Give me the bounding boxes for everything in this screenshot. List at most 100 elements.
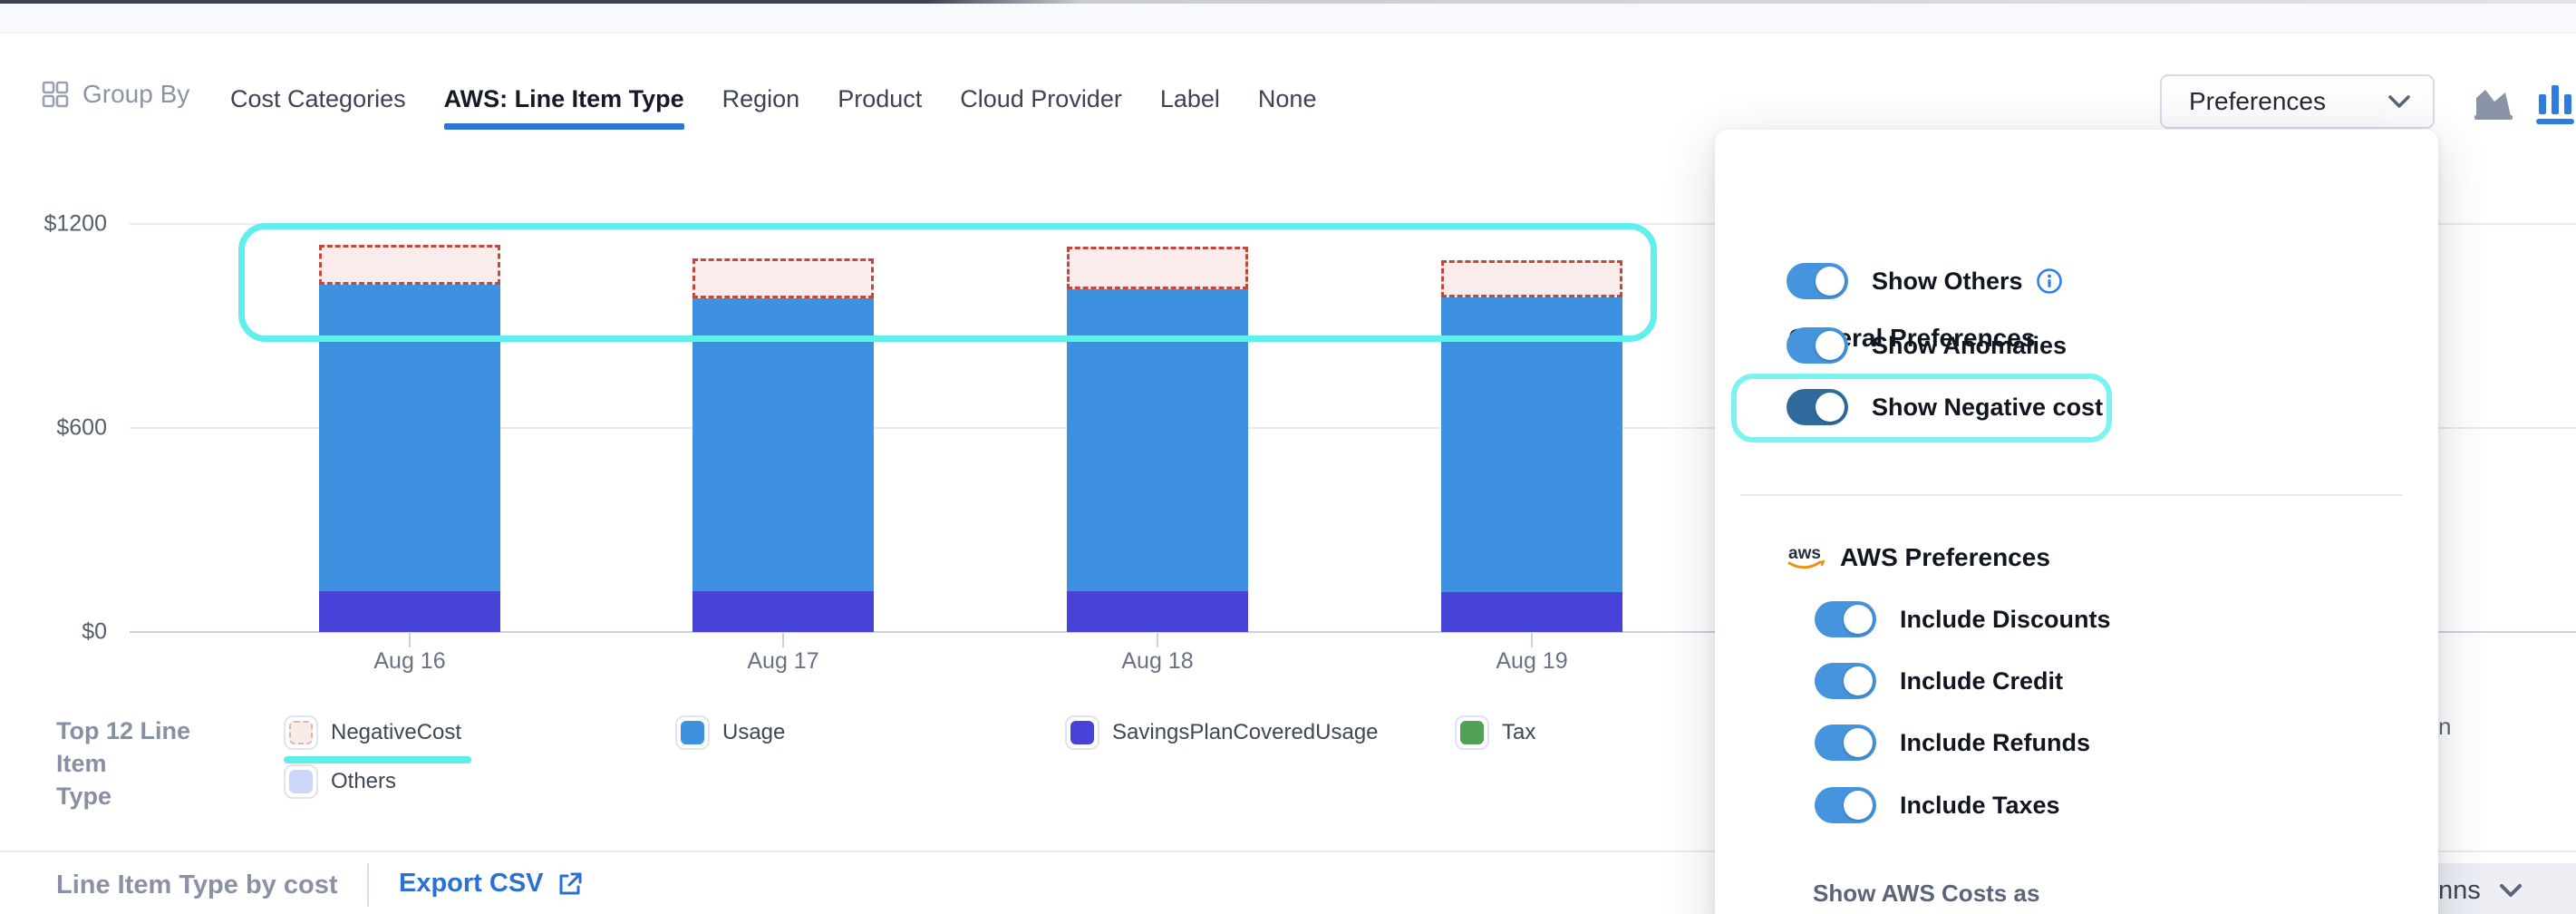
y-axis-label: $0	[82, 618, 107, 645]
grid-icon	[42, 81, 69, 108]
gridline-600	[130, 427, 2576, 429]
bar-aug-17-negativecost[interactable]	[692, 258, 874, 298]
chart-type-switcher	[2473, 82, 2576, 125]
columns-partial-label: nns	[2438, 875, 2481, 905]
tab-product[interactable]: Product	[838, 84, 923, 112]
legend-partial-label: n	[2438, 713, 2452, 740]
bar-aug-16-usage[interactable]	[319, 285, 500, 591]
tab-region[interactable]: Region	[721, 84, 800, 112]
window-top-edge	[0, 0, 2576, 4]
y-axis-label: $600	[56, 414, 107, 441]
x-axis-label: Aug 17	[747, 648, 819, 674]
legend-title-line2: Type	[56, 783, 112, 810]
svg-text:aws: aws	[1788, 544, 1821, 563]
bar-aug-19-negativecost[interactable]	[1441, 260, 1622, 297]
group-by-label: Group By	[82, 80, 190, 108]
top-strip	[0, 0, 2576, 34]
tab-cost-categories[interactable]: Cost Categories	[230, 84, 406, 112]
bar-aug-16-savingsplancoveredusage[interactable]	[319, 591, 500, 632]
aws-logo-icon: aws	[1787, 544, 1825, 569]
chevron-down-icon	[2499, 884, 2522, 897]
export-csv-label: Export CSV	[399, 869, 544, 898]
toggle-row-include-discounts: Include Discounts	[1815, 601, 2111, 637]
bar-aug-16-negativecost[interactable]	[319, 245, 500, 285]
show-aws-costs-as-label: Show AWS Costs as	[1813, 880, 2040, 907]
footer-separator	[367, 863, 369, 907]
show-anomalies-label: Show Anomalies	[1872, 331, 2068, 359]
include-refunds-label: Include Refunds	[1900, 728, 2091, 756]
info-icon[interactable]	[2036, 267, 2063, 295]
legend-item-savingsplancoveredusage[interactable]: SavingsPlanCoveredUsage	[1065, 715, 1379, 750]
savingsplancoveredusage-swatch	[1065, 715, 1099, 750]
include-refunds-toggle[interactable]	[1815, 724, 1876, 761]
usage-swatch	[675, 715, 710, 750]
legend-title: Top 12 Line Item Type	[56, 715, 247, 812]
legend-label: Usage	[722, 720, 786, 744]
footer-divider	[0, 851, 2576, 852]
include-credit-label: Include Credit	[1900, 666, 2064, 695]
bar-aug-17-savingsplancoveredusage[interactable]	[692, 591, 874, 632]
bar-aug-18-savingsplancoveredusage[interactable]	[1067, 591, 1248, 632]
toggle-row-show-others: Show Others	[1787, 263, 2063, 299]
show-negative-cost-toggle[interactable]	[1787, 389, 1848, 425]
tax-swatch	[1455, 715, 1489, 750]
x-axis-label: Aug 16	[373, 648, 446, 674]
tab-none[interactable]: None	[1257, 84, 1317, 112]
include-credit-toggle[interactable]	[1815, 663, 1876, 699]
x-axis-label: Aug 18	[1121, 648, 1194, 674]
bar-aug-19-usage[interactable]	[1441, 297, 1622, 592]
group-by-label-wrap: Group By	[41, 80, 189, 109]
toggle-row-show-anomalies: Show Anomalies	[1787, 327, 2067, 364]
legend-item-usage[interactable]: Usage	[675, 715, 785, 750]
bar-aug-17-usage[interactable]	[692, 298, 874, 591]
bar-aug-19-savingsplancoveredusage[interactable]	[1441, 592, 1622, 632]
x-axis-tick	[409, 633, 411, 647]
others-swatch	[284, 764, 318, 799]
show-others-label: Show Others	[1872, 267, 2023, 295]
legend-label: Tax	[1502, 720, 1536, 744]
aws-preferences-title: AWS Preferences	[1840, 543, 2050, 571]
negativecost-swatch	[284, 715, 318, 750]
toggle-row-include-taxes: Include Taxes	[1815, 787, 2060, 823]
area-chart-icon[interactable]	[2473, 85, 2514, 125]
aws-preferences-header: aws AWS Preferences	[1786, 542, 2050, 573]
legend-label: NegativeCost	[331, 720, 462, 744]
toggle-row-show-negative-cost: Show Negative cost	[1787, 389, 2103, 425]
x-axis-line	[130, 631, 2576, 633]
columns-dropdown-button[interactable]: nns	[2411, 863, 2576, 914]
tab-label[interactable]: Label	[1159, 84, 1220, 112]
include-taxes-toggle[interactable]	[1815, 787, 1876, 823]
chevron-down-icon	[2388, 95, 2410, 108]
preferences-dropdown-button[interactable]: Preferences	[2160, 74, 2435, 129]
external-link-icon	[559, 872, 582, 894]
bar-aug-18-usage[interactable]	[1067, 289, 1248, 591]
toggle-row-include-credit: Include Credit	[1815, 663, 2063, 699]
tab-aws-line-item-type[interactable]: AWS: Line Item Type	[443, 85, 684, 130]
tab-list: Cost Categories AWS: Line Item Type Region…	[230, 74, 1317, 130]
export-csv-link[interactable]: Export CSV	[399, 869, 584, 899]
toggle-row-include-refunds: Include Refunds	[1815, 724, 2090, 761]
show-anomalies-toggle[interactable]	[1787, 327, 1848, 364]
y-axis-label: $1200	[44, 210, 107, 237]
bar-aug-18-negativecost[interactable]	[1067, 247, 1248, 289]
legend-item-tax[interactable]: Tax	[1455, 715, 1535, 750]
include-discounts-label: Include Discounts	[1900, 605, 2111, 633]
show-negative-cost-label: Show Negative cost	[1872, 393, 2104, 421]
x-axis-tick	[1157, 633, 1158, 647]
table-section-title: Line Item Type by cost	[56, 870, 338, 899]
include-discounts-toggle[interactable]	[1815, 601, 1876, 637]
bar-chart-icon[interactable]	[2534, 82, 2576, 125]
legend-label: Others	[331, 769, 397, 793]
include-taxes-label: Include Taxes	[1900, 791, 2060, 819]
legend-item-others[interactable]: Others	[284, 764, 396, 799]
legend-item-negativecost[interactable]: NegativeCost	[284, 715, 461, 750]
group-by-toolbar: Group By Cost Categories AWS: Line Item T…	[0, 74, 2576, 138]
x-axis-tick	[1531, 633, 1533, 647]
legend-negativecost-underline	[284, 756, 471, 763]
show-others-toggle[interactable]	[1787, 263, 1848, 299]
preferences-label: Preferences	[2189, 87, 2326, 115]
legend-title-line1: Top 12 Line Item	[56, 717, 191, 777]
preferences-panel: General Preferences Show Others Show Anom…	[1715, 130, 2438, 914]
tab-cloud-provider[interactable]: Cloud Provider	[960, 84, 1122, 112]
